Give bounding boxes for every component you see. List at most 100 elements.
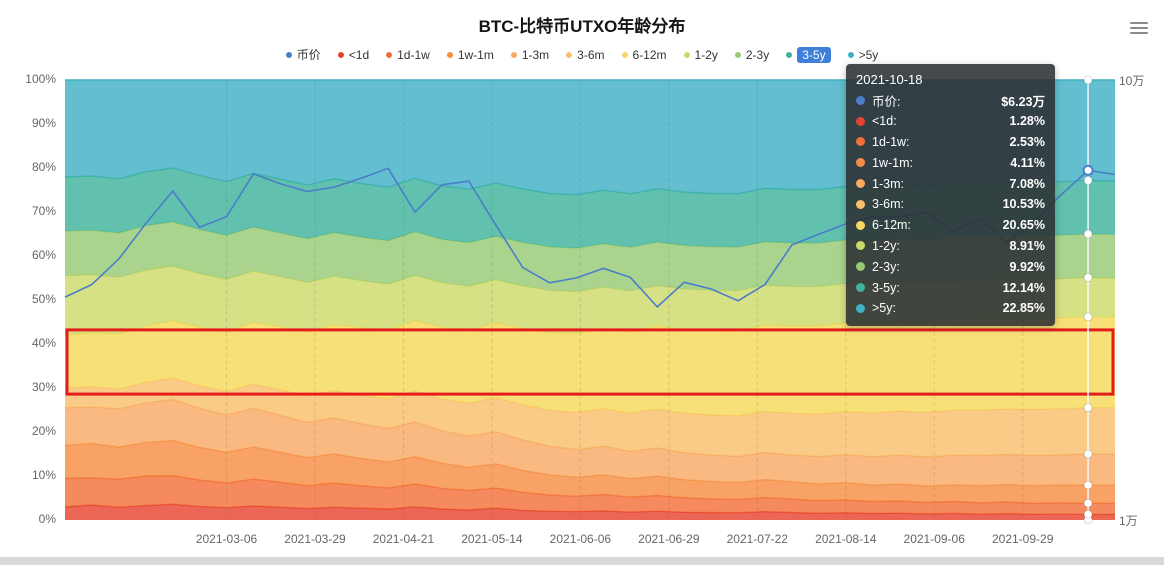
legend-marker-icon [683, 52, 690, 58]
tooltip-label: 1w-1m: [872, 155, 913, 170]
area-series-3-6m[interactable] [65, 377, 1115, 457]
tooltip-value: 10.53% [1002, 197, 1045, 212]
legend-marker-icon [786, 52, 793, 58]
y-axis-right-bottom-label: 1万 [1119, 514, 1138, 528]
legend-item-<1d[interactable]: <1d [337, 47, 370, 63]
legend-item-3-6m[interactable]: 3-6m [566, 47, 605, 63]
x-axis-tick-label: 2021-08-14 [815, 532, 877, 546]
area-series-1d-1w[interactable] [65, 475, 1115, 515]
y-axis-tick-label: 100% [25, 72, 56, 86]
legend-marker-icon [847, 52, 854, 58]
tooltip-label: 1-2y: [872, 238, 900, 253]
legend-marker-icon [386, 52, 393, 58]
highlight-box [65, 328, 1115, 396]
x-axis-tick-label: 2021-09-29 [991, 532, 1054, 546]
y-axis-tick-label: 70% [31, 204, 56, 218]
series-dot-icon [856, 303, 865, 313]
scrollbar-track[interactable] [0, 557, 1164, 565]
tooltip-date: 2021-10-18 [856, 72, 923, 87]
tooltip-row: 币价: $6.23万 [856, 90, 1045, 111]
tooltip-row: 1-2y: 8.91% [856, 236, 1045, 257]
x-axis-tick-label: 2021-03-29 [284, 532, 346, 546]
legend-item-1d-1w[interactable]: 1d-1w [386, 47, 430, 63]
legend-marker-icon [446, 52, 453, 58]
crosshair-dot [1083, 498, 1093, 508]
y-axis-tick-label: 80% [31, 160, 56, 174]
menu-bar [1130, 31, 1148, 34]
series-dot-icon [856, 199, 865, 209]
series-dot-icon [856, 137, 865, 147]
x-axis-tick-label: 2021-03-06 [195, 532, 258, 546]
legend-item-1-3m[interactable]: 1-3m [510, 47, 550, 63]
area-series-1w-1m[interactable] [65, 440, 1115, 504]
legend-label: 1-3m [521, 48, 550, 62]
legend: 币价 <1d 1d-1w 1w-1m 1-3m 3-6m 6-12m 1-2y 2-3y 3-5y… [0, 47, 1164, 63]
series-dot-icon [856, 220, 865, 230]
area-series-6-12m[interactable] [65, 316, 1115, 416]
menu-bar [1130, 21, 1148, 24]
y-axis-tick-label: 0% [38, 512, 56, 526]
legend-marker-icon [621, 52, 628, 58]
y-axis-right-top-label: 10万 [1119, 74, 1145, 88]
legend-label: 3-6m [577, 48, 605, 62]
legend-marker-icon [285, 52, 292, 58]
tooltip-label: <1d: [872, 114, 897, 129]
tooltip-row: 1d-1w: 2.53% [856, 132, 1045, 153]
series-dot-icon [856, 95, 865, 105]
tooltip-value: 4.11% [1010, 155, 1045, 170]
crosshair-dot [1083, 480, 1093, 490]
series-dot-icon [856, 179, 865, 189]
legend-item-3-5y[interactable]: 3-5y [786, 47, 831, 63]
x-axis-tick-label: 2021-06-29 [638, 532, 700, 546]
area-series-1-3m[interactable] [65, 399, 1115, 487]
tooltip-row: 1w-1m: 4.11% [856, 152, 1045, 173]
legend-item->5y[interactable]: >5y [847, 47, 878, 63]
series-dot-icon [856, 241, 865, 251]
legend-item-币价[interactable]: 币价 [285, 47, 321, 63]
series-dot-icon [856, 116, 865, 126]
tooltip-rows: 币价: $6.23万 <1d: 1.28% 1d-1w: 2.53% 1w-1m: 4.11%… [856, 90, 1045, 319]
tooltip-row: 6-12m: 20.65% [856, 215, 1045, 236]
legend-marker-icon [566, 52, 573, 58]
legend-label: 1w-1m [457, 48, 494, 62]
hamburger-menu-icon[interactable] [1130, 19, 1148, 37]
y-axis-tick-label: 10% [31, 468, 56, 482]
page-title: BTC-比特币UTXO年龄分布 [478, 17, 686, 36]
tooltip-row: >5y: 22.85% [856, 298, 1045, 319]
legend-label: 2-3y [745, 48, 770, 62]
x-axis-tick-label: 2021-06-06 [549, 532, 612, 546]
x-axis-tick-label: 2021-04-21 [372, 532, 435, 546]
crosshair-dot [1083, 229, 1093, 239]
tooltip-label: 币价: [872, 94, 901, 109]
y-axis-tick-label: 30% [31, 380, 56, 394]
crosshair-dot [1083, 312, 1093, 322]
tooltip-value: 1.28% [1009, 114, 1045, 129]
tooltip-value: $6.23万 [1001, 94, 1045, 109]
legend-item-1w-1m[interactable]: 1w-1m [446, 47, 494, 63]
tooltip: 2021-10-18 币价: $6.23万 <1d: 1.28% 1d-1w: 2.53%… [846, 64, 1055, 326]
legend-item-1-2y[interactable]: 1-2y [683, 47, 718, 63]
legend-label: <1d [348, 48, 370, 62]
legend-marker-icon [337, 52, 344, 58]
x-axis-tick-label: 2021-07-22 [726, 532, 788, 546]
tooltip-row: <1d: 1.28% [856, 111, 1045, 132]
legend-marker-icon [734, 52, 741, 58]
price-point-marker [1082, 164, 1094, 176]
legend-item-6-12m[interactable]: 6-12m [621, 47, 667, 63]
tooltip-label: 3-5y: [872, 280, 900, 295]
x-axis-tick-label: 2021-05-14 [461, 532, 523, 546]
crosshair-dot [1083, 75, 1093, 85]
tooltip-value: 8.91% [1009, 238, 1045, 253]
tooltip-label: 3-6m: [872, 197, 904, 212]
tooltip-label: 2-3y: [872, 259, 900, 274]
legend-label: 6-12m [632, 48, 667, 62]
legend-item-2-3y[interactable]: 2-3y [734, 47, 770, 63]
tooltip-row: 1-3m: 7.08% [856, 173, 1045, 194]
series-dot-icon [856, 283, 865, 293]
x-axis-tick-label: 2021-09-06 [903, 532, 965, 546]
crosshair-dot [1083, 176, 1093, 185]
legend-label: 1d-1w [397, 48, 430, 62]
menu-bar [1130, 26, 1148, 29]
legend-marker-icon [510, 52, 517, 58]
